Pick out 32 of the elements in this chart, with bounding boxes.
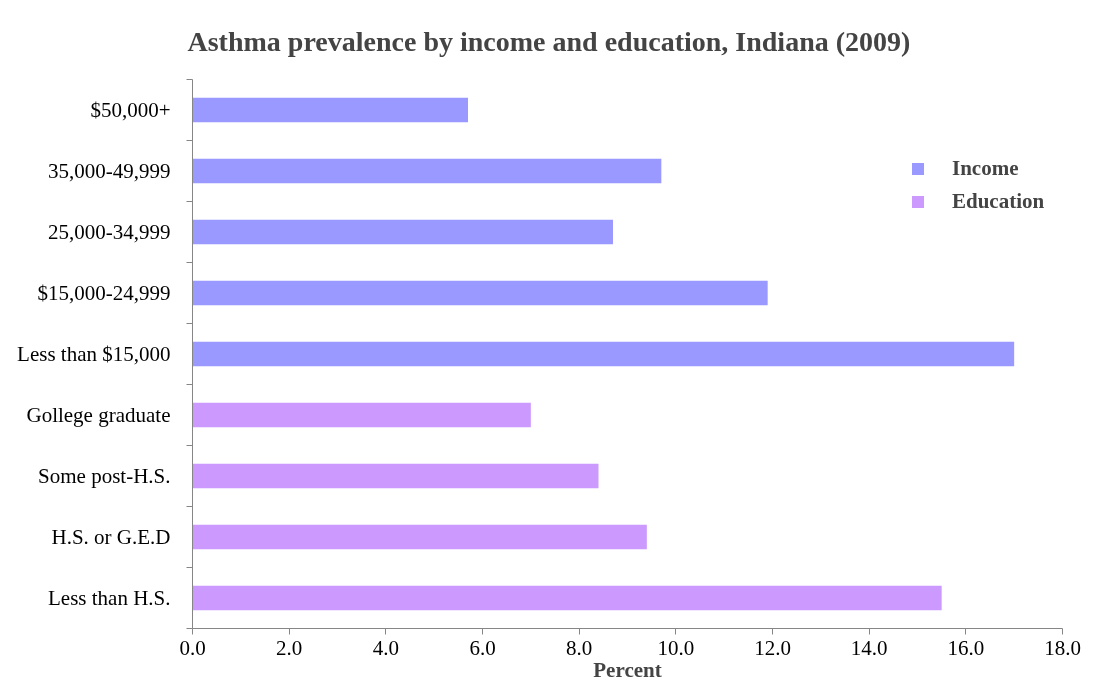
y-tick-label: 35,000-49,999 [48,159,171,183]
x-tick-label: 8.0 [566,635,593,660]
x-tick-label: 6.0 [469,635,496,660]
bar [192,341,1015,367]
x-tick-label: 12.0 [754,635,791,660]
y-tick-label: Some post-H.S. [38,464,171,488]
bar [192,280,768,306]
bar [192,219,613,245]
x-tick-label: 16.0 [947,635,985,660]
x-tick-label: 0.0 [179,635,206,660]
x-tick-label: 2.0 [276,635,303,660]
y-tick-label: $15,000-24,999 [37,281,171,305]
bar [192,97,468,123]
legend-label: Education [952,189,1045,214]
y-tick-label: $50,000+ [90,98,171,122]
legend-label: Income [952,156,1019,181]
bar [192,524,647,550]
bar [192,585,942,611]
x-tick-label: 4.0 [372,635,399,660]
bar [192,402,531,428]
y-tick-label: Gollege graduate [26,403,171,427]
y-tick-label: H.S. or G.E.D [51,525,171,549]
y-tick-label: 25,000-34,999 [48,220,171,244]
x-tick-label: 10.0 [657,635,695,660]
x-tick-label: 14.0 [850,635,888,660]
bar [192,158,662,184]
bar [192,463,599,489]
y-tick-label: Less than H.S. [48,586,171,610]
x-tick-label: 18.0 [1044,635,1081,660]
chart-title: Asthma prevalence by income and education, Indiana (2009) [187,25,911,57]
x-axis-title: Percent [593,657,662,682]
y-tick-label: Less than $15,000 [17,342,171,366]
